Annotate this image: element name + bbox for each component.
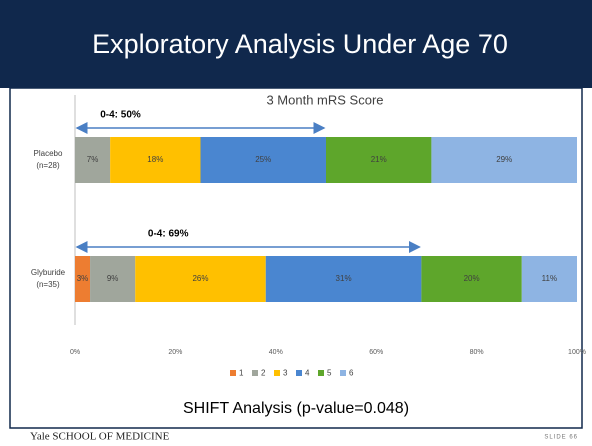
value-label: 29%: [496, 155, 512, 164]
chart-title: 3 Month mRS Score: [266, 92, 383, 107]
legend-label: 4: [305, 369, 310, 378]
bar-segment: [135, 256, 266, 302]
legend-swatch: [230, 370, 236, 376]
annotation-text: 0-4: 69%: [148, 229, 189, 240]
legend-label: 2: [261, 369, 266, 378]
legend-swatch: [296, 370, 302, 376]
bar-segment: [110, 137, 201, 183]
value-label: 3%: [77, 274, 89, 283]
category-label: Glyburide: [31, 268, 66, 277]
bar-segment: [521, 256, 577, 302]
bar-segment: [75, 256, 91, 302]
caption: SHIFT Analysis (p-value=0.048): [183, 400, 409, 417]
bar-segment: [200, 137, 326, 183]
x-tick-label: 80%: [470, 349, 484, 356]
bar-segment: [90, 256, 136, 302]
value-label: 31%: [336, 274, 352, 283]
x-tick-label: 100%: [568, 349, 586, 356]
category-note: (n=28): [36, 161, 60, 170]
x-tick-label: 60%: [369, 349, 383, 356]
value-label: 25%: [255, 155, 271, 164]
legend-swatch: [318, 370, 324, 376]
bar-segment: [421, 256, 522, 302]
legend-swatch: [340, 370, 346, 376]
value-label: 7%: [87, 155, 99, 164]
value-label: 20%: [464, 274, 480, 283]
value-label: 26%: [192, 274, 208, 283]
slide-title: Exploratory Analysis Under Age 70: [92, 29, 508, 59]
value-label: 11%: [542, 274, 557, 283]
category-label: Placebo: [34, 149, 63, 158]
footer-slide: SLIDE 66: [544, 435, 578, 441]
legend-label: 3: [283, 369, 288, 378]
bar-segment: [75, 137, 111, 183]
x-tick-label: 20%: [168, 349, 182, 356]
value-label: 21%: [371, 155, 387, 164]
bar-segment: [326, 137, 432, 183]
header-band: [0, 0, 592, 88]
value-label: 18%: [147, 155, 163, 164]
annotation-text: 0-4: 50%: [100, 110, 141, 121]
x-tick-label: 40%: [269, 349, 283, 356]
value-label: 9%: [107, 274, 119, 283]
legend-label: 6: [349, 369, 354, 378]
legend-label: 1: [239, 369, 244, 378]
footer-school: Yale SCHOOL OF MEDICINE: [30, 431, 170, 443]
legend-label: 5: [327, 369, 332, 378]
legend-swatch: [252, 370, 258, 376]
legend-swatch: [274, 370, 280, 376]
bar-segment: [431, 137, 577, 183]
x-tick-label: 0%: [70, 349, 80, 356]
category-note: (n=35): [36, 280, 60, 289]
bar-segment: [265, 256, 422, 302]
